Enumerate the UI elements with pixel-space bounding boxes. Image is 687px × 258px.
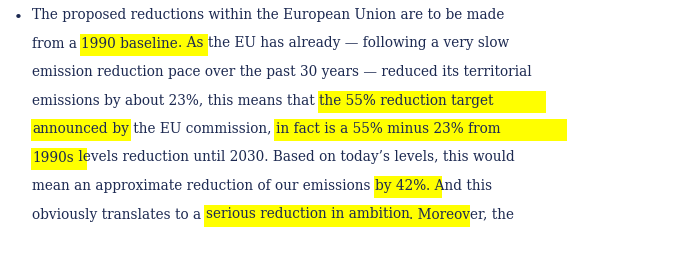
Text: in fact is a 55% minus 23% from: in fact is a 55% minus 23% from [275, 122, 500, 136]
Text: . As the EU has already — following a very slow: . As the EU has already — following a ve… [178, 36, 509, 51]
Text: by the EU commission,: by the EU commission, [108, 122, 275, 136]
Text: by 42%: by 42% [375, 179, 426, 193]
FancyBboxPatch shape [31, 119, 131, 141]
Text: obviously translates to a: obviously translates to a [32, 207, 205, 222]
Text: emission reduction pace over the past 30 years — reduced its territorial: emission reduction pace over the past 30… [32, 65, 532, 79]
FancyBboxPatch shape [204, 205, 470, 227]
FancyBboxPatch shape [374, 176, 442, 198]
Text: 1990s: 1990s [32, 150, 74, 165]
Text: the 55% reduction target: the 55% reduction target [319, 93, 494, 108]
Text: . And this: . And this [426, 179, 493, 193]
Text: levels reduction until 2030. Based on today’s levels, this would: levels reduction until 2030. Based on to… [74, 150, 515, 165]
Text: announced: announced [32, 122, 108, 136]
FancyBboxPatch shape [31, 148, 87, 170]
Text: . Moreover, the: . Moreover, the [409, 207, 515, 222]
Text: from a: from a [32, 36, 81, 51]
FancyBboxPatch shape [274, 119, 567, 141]
Text: serious reduction in ambition: serious reduction in ambition [205, 207, 409, 222]
Text: 1990 baseline: 1990 baseline [81, 36, 178, 51]
Text: •: • [14, 11, 23, 25]
Text: emissions by about 23%, this means that: emissions by about 23%, this means that [32, 93, 319, 108]
FancyBboxPatch shape [318, 91, 545, 113]
FancyBboxPatch shape [80, 34, 207, 56]
Text: mean an approximate reduction of our emissions: mean an approximate reduction of our emi… [32, 179, 375, 193]
Text: The proposed reductions within the European Union are to be made: The proposed reductions within the Europ… [32, 8, 504, 22]
